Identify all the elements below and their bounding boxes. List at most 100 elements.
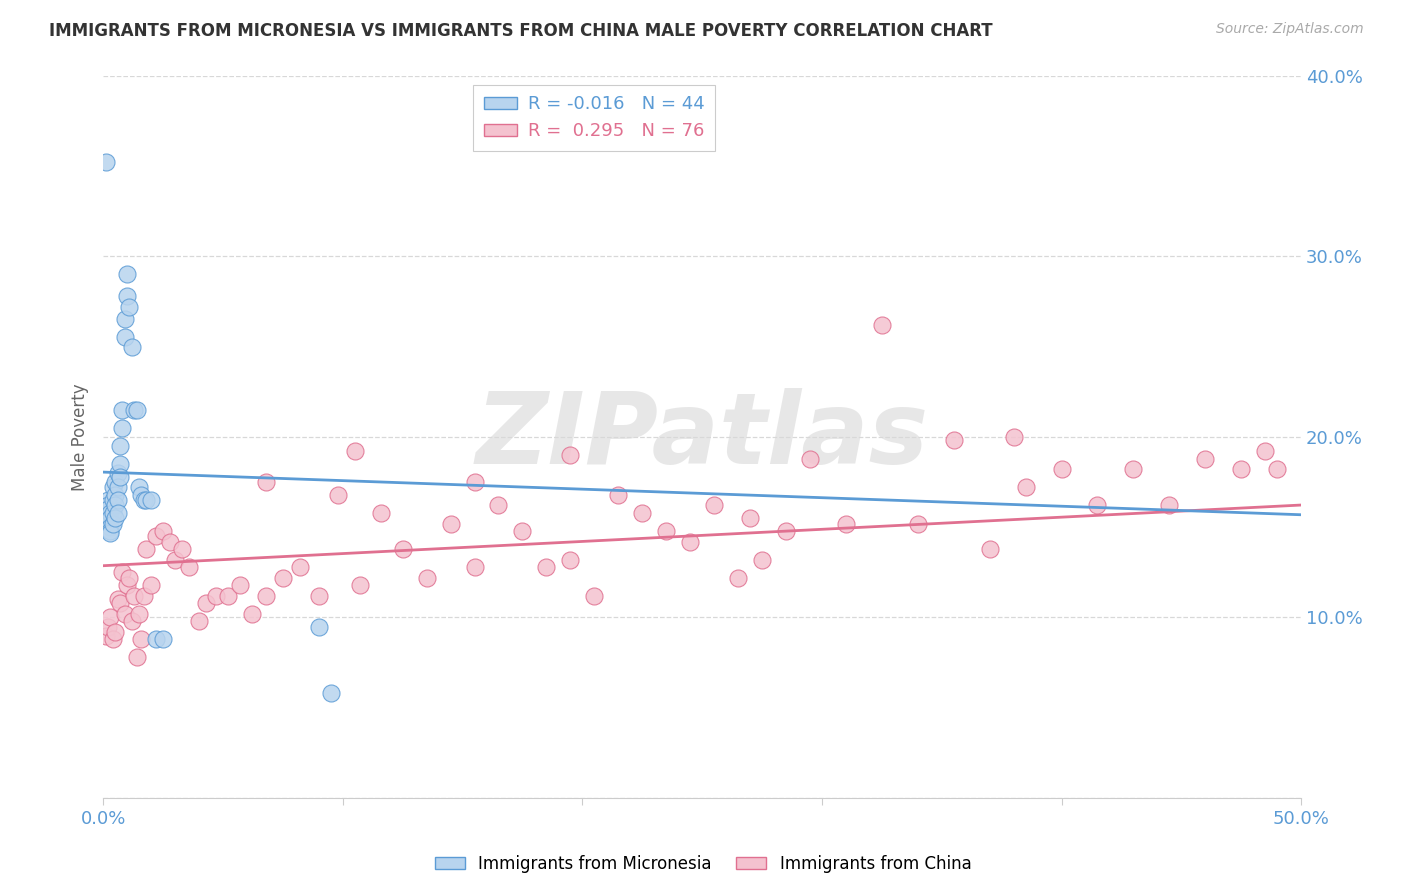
Point <box>152 524 174 538</box>
Point <box>125 650 148 665</box>
Point <box>97 493 120 508</box>
Point <box>139 493 162 508</box>
Point <box>979 541 1001 556</box>
Point <box>1159 499 1181 513</box>
Point <box>98 524 121 538</box>
Point <box>124 402 146 417</box>
Point <box>108 469 131 483</box>
Point <box>560 448 582 462</box>
Point <box>679 534 702 549</box>
Point <box>108 457 131 471</box>
Point <box>94 628 117 642</box>
Point <box>125 402 148 417</box>
Point <box>131 632 153 647</box>
Point <box>121 339 143 353</box>
Point <box>128 480 150 494</box>
Point <box>111 402 134 417</box>
Legend: Immigrants from Micronesia, Immigrants from China: Immigrants from Micronesia, Immigrants f… <box>427 848 979 880</box>
Point <box>108 439 131 453</box>
Y-axis label: Male Poverty: Male Poverty <box>72 383 89 491</box>
Point <box>145 632 167 647</box>
Point <box>135 541 157 556</box>
Point <box>583 589 606 603</box>
Point <box>114 330 136 344</box>
Point <box>560 552 582 566</box>
Point <box>104 475 127 489</box>
Point <box>132 493 155 508</box>
Point <box>107 466 129 480</box>
Text: IMMIGRANTS FROM MICRONESIA VS IMMIGRANTS FROM CHINA MALE POVERTY CORRELATION CHA: IMMIGRANTS FROM MICRONESIA VS IMMIGRANTS… <box>49 22 993 40</box>
Point <box>107 592 129 607</box>
Point <box>217 589 239 603</box>
Point <box>326 488 349 502</box>
Point <box>655 524 678 538</box>
Point <box>152 632 174 647</box>
Point <box>463 475 485 489</box>
Point <box>118 571 141 585</box>
Point <box>1254 444 1277 458</box>
Point <box>97 499 120 513</box>
Point <box>104 511 127 525</box>
Point <box>1230 462 1253 476</box>
Point <box>159 534 181 549</box>
Point <box>115 578 138 592</box>
Point <box>204 589 226 603</box>
Point <box>631 506 654 520</box>
Point <box>512 524 534 538</box>
Point <box>415 571 437 585</box>
Point <box>188 614 211 628</box>
Point <box>228 578 250 592</box>
Text: ZIPatlas: ZIPatlas <box>475 388 929 485</box>
Point <box>128 607 150 621</box>
Point <box>145 529 167 543</box>
Point <box>308 619 330 633</box>
Point <box>139 578 162 592</box>
Point <box>319 686 342 700</box>
Point <box>1122 462 1144 476</box>
Point <box>97 619 120 633</box>
Point <box>132 589 155 603</box>
Point <box>104 624 127 639</box>
Point <box>107 480 129 494</box>
Point <box>131 488 153 502</box>
Point <box>118 300 141 314</box>
Point <box>254 589 277 603</box>
Point <box>101 506 124 520</box>
Point <box>1194 451 1216 466</box>
Point <box>738 511 761 525</box>
Point <box>288 560 311 574</box>
Legend: R = -0.016   N = 44, R =  0.295   N = 76: R = -0.016 N = 44, R = 0.295 N = 76 <box>474 85 716 152</box>
Point <box>1050 462 1073 476</box>
Point <box>115 267 138 281</box>
Point <box>463 560 485 574</box>
Point <box>94 155 117 169</box>
Point <box>98 511 121 525</box>
Point <box>124 589 146 603</box>
Point <box>727 571 749 585</box>
Point <box>135 493 157 508</box>
Point <box>101 493 124 508</box>
Point <box>240 607 263 621</box>
Point <box>775 524 797 538</box>
Point <box>439 516 461 531</box>
Point <box>195 596 218 610</box>
Point <box>1087 499 1109 513</box>
Point <box>607 488 630 502</box>
Point <box>488 499 510 513</box>
Point <box>121 614 143 628</box>
Point <box>308 589 330 603</box>
Point <box>1014 480 1036 494</box>
Point <box>907 516 929 531</box>
Point <box>111 566 134 580</box>
Point <box>172 541 194 556</box>
Point <box>114 312 136 326</box>
Point <box>98 520 121 534</box>
Point <box>179 560 201 574</box>
Point <box>111 421 134 435</box>
Point <box>751 552 773 566</box>
Point <box>98 610 121 624</box>
Point <box>942 434 965 448</box>
Point <box>703 499 725 513</box>
Point <box>107 506 129 520</box>
Point <box>536 560 558 574</box>
